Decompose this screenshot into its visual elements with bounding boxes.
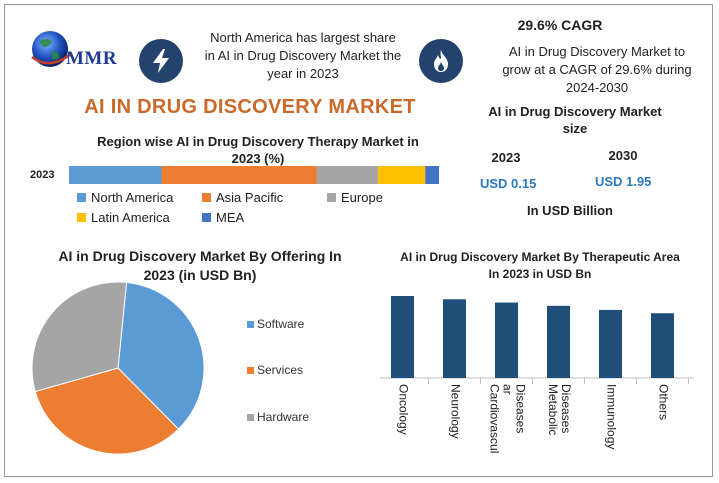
cagr-text: AI in Drug Discovery Market to grow at a… xyxy=(502,44,692,95)
tick-label: Immunology xyxy=(604,384,618,449)
tick-label: Oncology xyxy=(396,384,410,435)
bar-4 xyxy=(547,305,570,378)
brand-name: MMR xyxy=(66,48,118,69)
pie-legend-services: Services xyxy=(247,363,303,377)
pie-legend-software: Software xyxy=(247,317,304,331)
pie-slice-hardware xyxy=(31,281,128,393)
tick-label: ar xyxy=(500,384,514,395)
unit-label: In USD Billion xyxy=(527,203,613,218)
region-segment-mea xyxy=(425,166,439,184)
share-text: North America has largest share in AI in… xyxy=(204,30,402,81)
pie-slice-services xyxy=(34,367,180,455)
market-size-heading: AI in Drug Discovery Market size xyxy=(488,104,662,136)
tick-label: Diseases xyxy=(559,384,573,433)
tick-label: Neurology xyxy=(448,384,462,439)
bar-6 xyxy=(651,313,674,378)
pie-slice-software xyxy=(117,281,205,430)
legend-europe: Europe xyxy=(327,190,383,205)
tick-label: Cardiovascul xyxy=(487,384,501,453)
value-2023: USD 0.15 xyxy=(480,176,537,191)
region-segment-asia-pacific xyxy=(161,166,317,184)
legend-asia-pacific: Asia Pacific xyxy=(202,190,283,205)
tick-label: Metabolic xyxy=(546,384,560,435)
region-stacked-bar xyxy=(69,166,439,184)
legend-mea: MEA xyxy=(202,210,244,225)
pie-legend-hardware: Hardware xyxy=(247,410,309,424)
lightning-icon xyxy=(139,39,183,83)
therapeutic-chart-title: AI in Drug Discovery Market By Therapeut… xyxy=(400,250,680,281)
cagr-label: 29.6% CAGR xyxy=(517,17,603,33)
legend-latin-america: Latin America xyxy=(77,210,170,225)
region-segment-north-america xyxy=(69,166,162,184)
region-chart-title: Region wise AI in Drug Discovery Therapy… xyxy=(97,134,419,166)
region-segment-europe xyxy=(316,166,378,184)
bar-1 xyxy=(391,296,414,378)
bar-3 xyxy=(495,302,518,378)
tick-label: Diseases xyxy=(513,384,527,433)
pie-chart-title: AI in Drug Discovery Market By Offering … xyxy=(58,248,342,283)
globe-icon xyxy=(31,31,73,67)
bar-2 xyxy=(443,299,466,378)
brand-logo: MMR xyxy=(26,27,134,77)
bar-5 xyxy=(599,309,622,378)
legend-north-america: North America xyxy=(77,190,173,205)
region-segment-latin-america xyxy=(377,166,426,184)
page-title: AI IN DRUG DISCOVERY MARKET xyxy=(84,96,416,118)
region-category-label: 2023 xyxy=(30,169,55,181)
tick-label: Others xyxy=(656,384,670,420)
therapeutic-bar-chart: Oncology Neurology Cardiovascul ar Diseases M… xyxy=(380,296,694,453)
year-2030-label: 2030 xyxy=(608,148,638,163)
flame-icon xyxy=(419,39,463,83)
offering-pie-chart xyxy=(31,281,205,455)
value-2030: USD 1.95 xyxy=(595,174,652,189)
year-2023-label: 2023 xyxy=(491,150,521,165)
